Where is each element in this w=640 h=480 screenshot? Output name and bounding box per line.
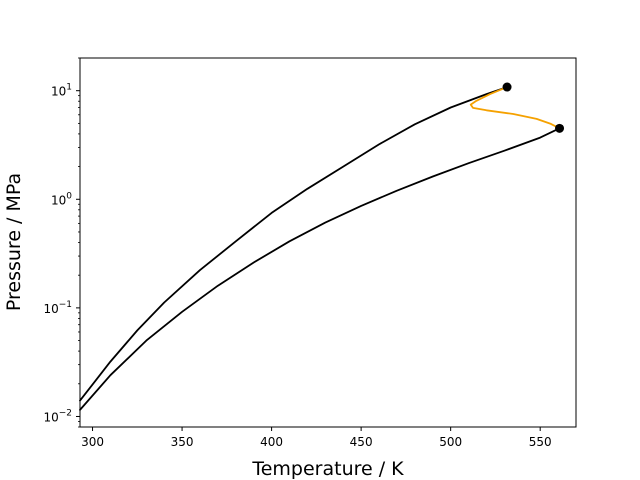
y-axis-label: Pressure / MPa — [3, 173, 25, 311]
x-axis-label: Temperature / K — [251, 458, 404, 480]
x-tick-label: 400 — [260, 435, 283, 449]
x-tick-label: 450 — [350, 435, 373, 449]
y-tick-label: 100 — [51, 191, 72, 207]
series-line-1 — [79, 86, 508, 402]
series-line-3 — [469, 86, 561, 130]
y-tick-label: 101 — [51, 83, 72, 99]
y-tick-label: 10−1 — [43, 300, 72, 316]
x-tick-label: 550 — [529, 435, 552, 449]
critical-point-marker-2 — [555, 123, 565, 133]
marker-layer — [502, 82, 565, 133]
series-line-2 — [79, 127, 561, 411]
series-layer — [79, 86, 561, 411]
x-tick-label: 300 — [81, 435, 104, 449]
x-tick-label: 350 — [171, 435, 194, 449]
critical-point-marker-1 — [502, 82, 512, 92]
x-tick-label: 500 — [439, 435, 462, 449]
y-axis: 10−2 10−1 100 101 — [43, 57, 80, 428]
x-axis: 300 350 400 450 500 550 — [81, 427, 552, 449]
y-tick-label: 10−2 — [43, 408, 72, 424]
